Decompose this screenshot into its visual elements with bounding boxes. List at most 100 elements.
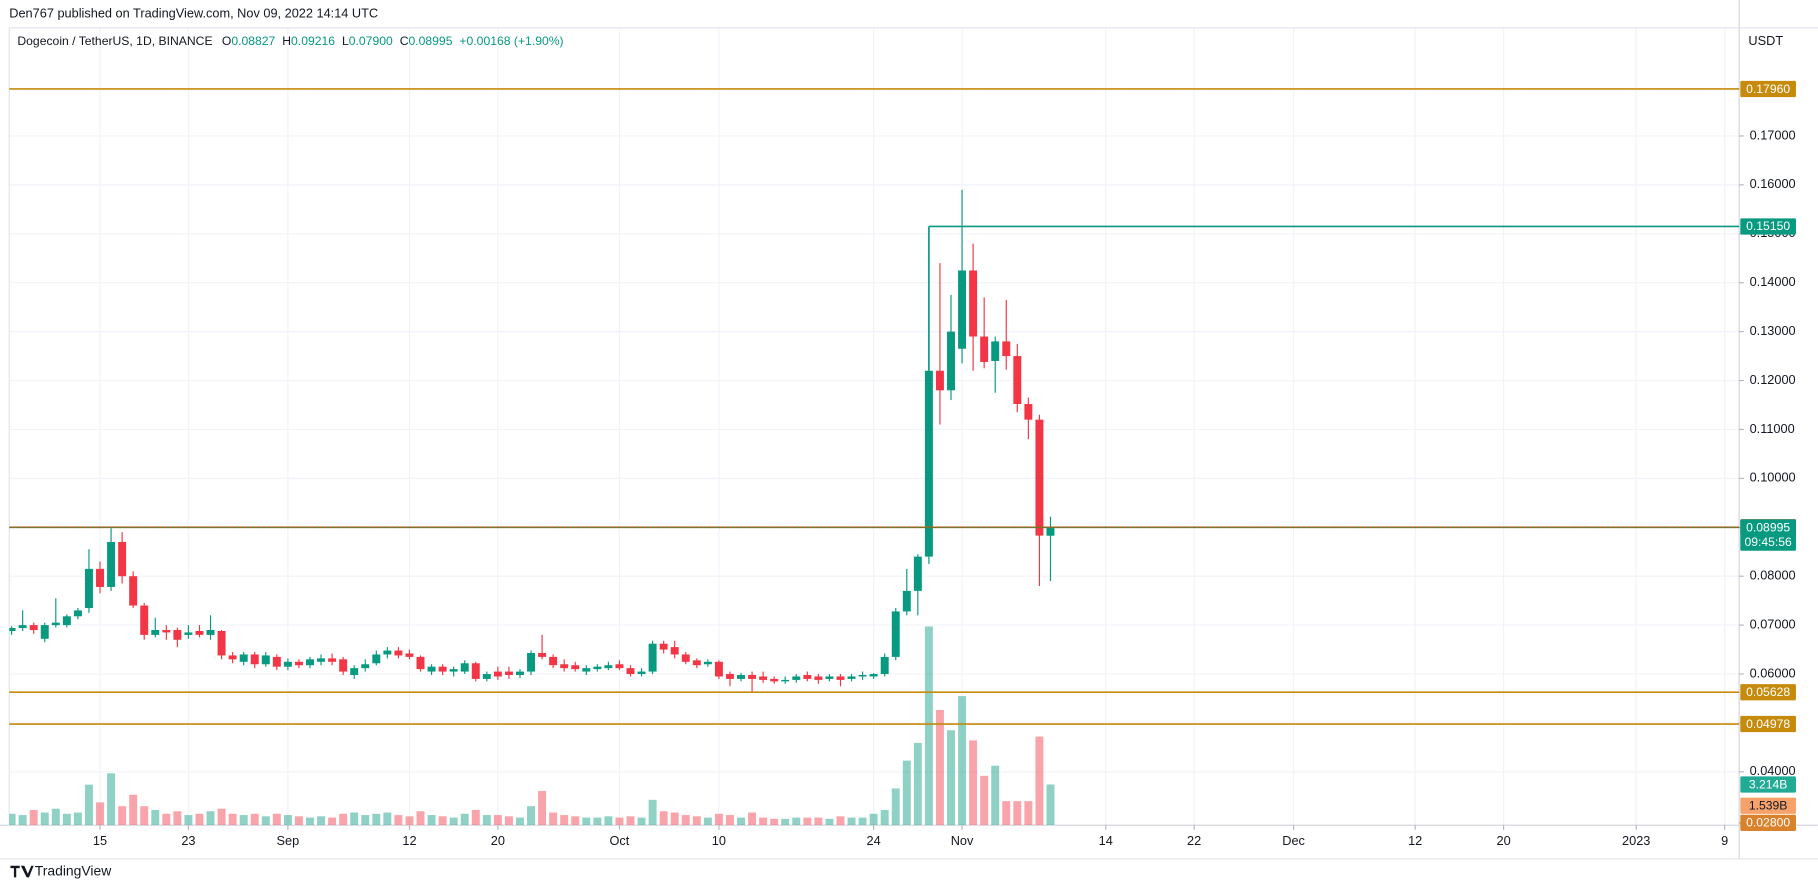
candle-body [571, 665, 580, 670]
candle-body [9, 628, 16, 631]
volume-bar [770, 818, 779, 826]
volume-bar [847, 817, 856, 826]
x-tick-label: 15 [93, 833, 107, 848]
candle-body [1024, 404, 1033, 420]
volume-bar [261, 816, 270, 826]
volume-bar [737, 817, 745, 826]
footer-logo [10, 865, 34, 878]
candle-body [1002, 341, 1011, 357]
volume-bar [9, 813, 16, 826]
candle-body [902, 590, 911, 612]
volume-bar [980, 775, 989, 826]
candle-body [958, 270, 967, 349]
volume-bar [394, 815, 403, 826]
candle-body [306, 659, 314, 666]
candle-body [814, 676, 823, 680]
x-tick-label: Sep [277, 833, 300, 848]
volume-bar [184, 815, 193, 826]
volume-bar [195, 813, 204, 826]
change: +0.00168 (+1.90%) [459, 34, 563, 48]
candle-body [659, 643, 668, 650]
legend: Dogecoin / TetherUS, 1D, BINANCE O0.08827… [17, 34, 563, 48]
volume-bar [792, 817, 801, 826]
y-tick-label: 0.16000 [1750, 176, 1796, 191]
price-line-label-bg [1740, 715, 1796, 733]
candle-body [173, 629, 182, 640]
volume-bar [217, 808, 226, 826]
volume-bar [714, 813, 723, 826]
volume-bar [560, 815, 569, 826]
candle-body [317, 658, 326, 662]
candle-body [96, 568, 104, 587]
volume-bar [173, 811, 182, 826]
y-tick-label: 0.11000 [1750, 421, 1795, 436]
y-tick-label: 0.12000 [1750, 372, 1796, 387]
candle-body [228, 655, 237, 660]
volume-bar [969, 740, 978, 826]
y-unit: USDT [1748, 33, 1783, 48]
x-tick-label: 14 [1099, 833, 1113, 848]
volume-tag: 1.539B [1749, 798, 1788, 812]
volume-bar [449, 817, 458, 826]
volume-bar [814, 817, 823, 826]
volume-bar [659, 811, 668, 826]
candle-body [250, 654, 259, 665]
y-tick-label: 0.07000 [1750, 616, 1796, 631]
candle-body [460, 663, 469, 672]
candle-body [803, 674, 812, 679]
volume-bar [62, 813, 71, 826]
candle-body [725, 674, 734, 679]
field-value: 0.08995 [409, 34, 453, 48]
volume-bar [416, 811, 425, 826]
candle-body [703, 661, 712, 665]
y-tick-label: 0.08000 [1750, 568, 1796, 583]
last-price-label: 0.08995 [1746, 520, 1790, 534]
candle-body [427, 666, 436, 672]
candle-body [140, 605, 149, 635]
volume-bar [361, 815, 370, 826]
volume-bar [825, 818, 834, 826]
volume-bar [924, 626, 933, 826]
candle-body [129, 576, 138, 606]
volume-bar [504, 816, 513, 826]
volume-bar [593, 817, 602, 826]
volume-bar [947, 730, 955, 826]
volume-bar [1013, 801, 1022, 826]
y-tick-label: 0.04000 [1750, 763, 1796, 778]
volume-bar [891, 788, 900, 826]
volume-bar [527, 806, 536, 826]
candle-body [151, 629, 160, 635]
volume-bar [339, 813, 348, 826]
candle-body [40, 625, 49, 639]
volume-bar [604, 816, 613, 826]
candle-body [438, 666, 447, 672]
volume-bar [228, 813, 237, 826]
y-tick-label: 0.14000 [1750, 274, 1796, 289]
volume-bar [151, 809, 160, 826]
candle-body [118, 541, 127, 577]
volume-bar [1035, 736, 1044, 826]
volume-bar [438, 816, 447, 826]
candle-body [626, 668, 635, 675]
volume-bar [40, 812, 49, 826]
volume-tag-bg [1740, 776, 1796, 793]
candle-body [504, 671, 513, 675]
price-line-label: 0.05628 [1746, 685, 1790, 699]
candle-body [272, 656, 281, 667]
volume-bar [383, 812, 392, 826]
candle-body [913, 556, 922, 591]
volume-bar [29, 809, 38, 826]
candle-body [350, 668, 359, 675]
volume-bar [913, 742, 922, 826]
y-tick-label: 0.06000 [1750, 665, 1796, 680]
candle-body [162, 629, 171, 633]
field-value: 0.08827 [231, 34, 275, 48]
candle-body [283, 661, 292, 667]
x-tick-label: Dec [1282, 833, 1305, 848]
candle-body [471, 663, 480, 679]
volume-bar [615, 817, 624, 826]
candle-body [405, 653, 414, 657]
bottom-tag-bg [1740, 814, 1796, 831]
volume-tag-bg [1740, 797, 1796, 814]
